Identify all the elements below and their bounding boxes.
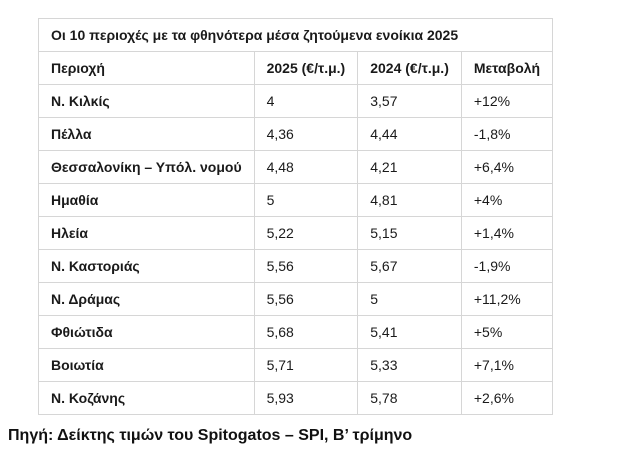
region-cell: Ν. Δράμας bbox=[38, 282, 255, 316]
table-row: Ν. Καστοριάς 5,56 5,67 -1,9% bbox=[38, 249, 554, 283]
value-2025-cell: 5,93 bbox=[253, 381, 359, 415]
table-row: Φθιώτιδα 5,68 5,41 +5% bbox=[38, 315, 554, 349]
value-2025-cell: 5,56 bbox=[253, 282, 359, 316]
value-2024-cell: 3,57 bbox=[357, 84, 462, 118]
change-cell: +11,2% bbox=[460, 282, 554, 316]
table-row: Ν. Κοζάνης 5,93 5,78 +2,6% bbox=[38, 381, 554, 415]
change-cell: -1,8% bbox=[460, 117, 554, 151]
table-row: Πέλλα 4,36 4,44 -1,8% bbox=[38, 117, 554, 151]
rent-table: Οι 10 περιοχές με τα φθηνότερα μέσα ζητο… bbox=[37, 18, 554, 415]
value-2024-cell: 5,67 bbox=[357, 249, 462, 283]
value-2025-cell: 5,68 bbox=[253, 315, 359, 349]
region-cell: Ηλεία bbox=[38, 216, 255, 250]
column-header-2025: 2025 (€/τ.μ.) bbox=[253, 51, 359, 85]
table-title: Οι 10 περιοχές με τα φθηνότερα μέσα ζητο… bbox=[37, 18, 554, 52]
table-row: Ημαθία 5 4,81 +4% bbox=[38, 183, 554, 217]
source-caption: Πηγή: Δείκτης τιμών του Spitogatos – SPI… bbox=[8, 427, 413, 444]
region-cell: Ν. Κοζάνης bbox=[38, 381, 255, 415]
change-cell: -1,9% bbox=[460, 249, 554, 283]
value-2025-cell: 5,71 bbox=[253, 348, 359, 382]
table-row: Ν. Δράμας 5,56 5 +11,2% bbox=[38, 282, 554, 316]
value-2025-cell: 5,22 bbox=[253, 216, 359, 250]
region-cell: Φθιώτιδα bbox=[38, 315, 255, 349]
table-title-row: Οι 10 περιοχές με τα φθηνότερα μέσα ζητο… bbox=[37, 18, 554, 52]
change-cell: +2,6% bbox=[460, 381, 554, 415]
region-cell: Ν. Καστοριάς bbox=[38, 249, 255, 283]
region-cell: Θεσσαλονίκη – Υπόλ. νομού bbox=[38, 150, 255, 184]
column-header-change: Μεταβολή bbox=[460, 51, 554, 85]
change-cell: +5% bbox=[460, 315, 554, 349]
change-cell: +1,4% bbox=[460, 216, 554, 250]
value-2025-cell: 5 bbox=[253, 183, 359, 217]
value-2025-cell: 5,56 bbox=[253, 249, 359, 283]
region-cell: Ν. Κιλκίς bbox=[38, 84, 255, 118]
table-row: Θεσσαλονίκη – Υπόλ. νομού 4,48 4,21 +6,4… bbox=[38, 150, 554, 184]
value-2024-cell: 4,81 bbox=[357, 183, 462, 217]
value-2024-cell: 4,44 bbox=[357, 117, 462, 151]
region-cell: Ημαθία bbox=[38, 183, 255, 217]
value-2024-cell: 5,78 bbox=[357, 381, 462, 415]
table-row: Ν. Κιλκίς 4 3,57 +12% bbox=[38, 84, 554, 118]
change-cell: +4% bbox=[460, 183, 554, 217]
value-2024-cell: 5,15 bbox=[357, 216, 462, 250]
value-2025-cell: 4,36 bbox=[253, 117, 359, 151]
table-row: Ηλεία 5,22 5,15 +1,4% bbox=[38, 216, 554, 250]
value-2024-cell: 5,33 bbox=[357, 348, 462, 382]
change-cell: +12% bbox=[460, 84, 554, 118]
region-cell: Πέλλα bbox=[38, 117, 255, 151]
column-header-2024: 2024 (€/τ.μ.) bbox=[357, 51, 462, 85]
rent-table-container: Οι 10 περιοχές με τα φθηνότερα μέσα ζητο… bbox=[37, 18, 554, 415]
value-2024-cell: 4,21 bbox=[357, 150, 462, 184]
value-2024-cell: 5,41 bbox=[357, 315, 462, 349]
change-cell: +6,4% bbox=[460, 150, 554, 184]
column-header-region: Περιοχή bbox=[38, 51, 255, 85]
value-2025-cell: 4,48 bbox=[253, 150, 359, 184]
value-2024-cell: 5 bbox=[357, 282, 462, 316]
value-2025-cell: 4 bbox=[253, 84, 359, 118]
change-cell: +7,1% bbox=[460, 348, 554, 382]
region-cell: Βοιωτία bbox=[38, 348, 255, 382]
table-header-row: Περιοχή 2025 (€/τ.μ.) 2024 (€/τ.μ.) Μετα… bbox=[38, 51, 554, 85]
table-row: Βοιωτία 5,71 5,33 +7,1% bbox=[38, 348, 554, 382]
